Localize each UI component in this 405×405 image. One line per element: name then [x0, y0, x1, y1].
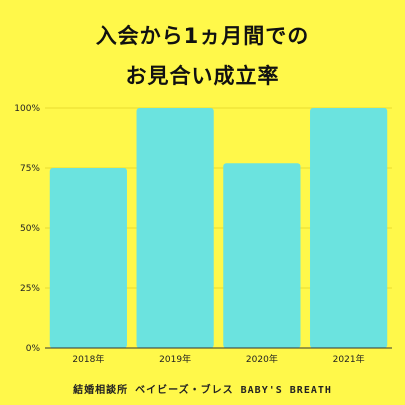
chart-title-line-2: お見合い成立率 — [125, 64, 280, 88]
bar — [310, 108, 388, 348]
chart-title-line-1: 入会から1ヵ月間での — [95, 24, 310, 48]
y-tick-label: 25% — [20, 284, 40, 294]
bar — [223, 163, 301, 348]
y-tick-label: 100% — [14, 104, 40, 114]
x-tick-label: 2019年 — [159, 353, 191, 365]
x-tick-label: 2018年 — [72, 353, 104, 365]
x-tick-label: 2021年 — [333, 353, 365, 365]
x-tick-label: 2020年 — [246, 353, 278, 365]
bar — [49, 168, 127, 348]
bar — [136, 108, 214, 348]
y-tick-label: 75% — [20, 164, 40, 174]
footer-brand: 結婚相談所 ベイビーズ・ブレス BABY'S BREATH — [73, 385, 332, 396]
y-tick-label: 50% — [20, 224, 40, 234]
y-tick-label: 0% — [26, 344, 41, 354]
